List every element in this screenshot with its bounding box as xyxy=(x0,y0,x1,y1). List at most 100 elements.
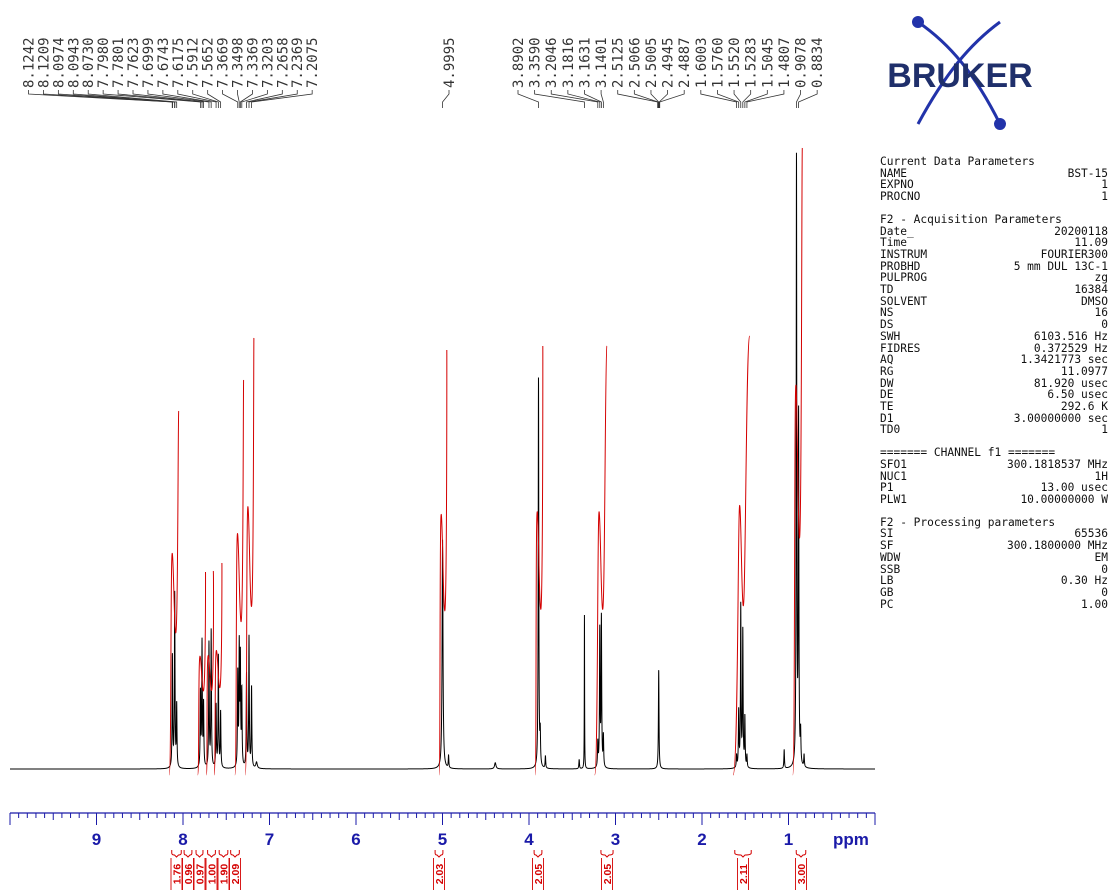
peak-label: 1.5045 xyxy=(760,37,776,88)
peak-label: 3.1816 xyxy=(561,37,577,88)
param-key: AQ xyxy=(880,353,894,367)
peak-leader-line xyxy=(650,90,660,108)
param-row: EXPNO 1 xyxy=(880,179,1108,191)
param-row: SFO1 300.1818537 MHz xyxy=(880,459,1108,471)
logo-dot-1 xyxy=(912,16,924,28)
peak-leader-line xyxy=(87,90,178,108)
param-row: PROCNO 1 xyxy=(880,191,1108,203)
integral-value-label: 1.76 xyxy=(172,864,184,885)
param-row: PC 1.00 xyxy=(880,598,1108,611)
param-value: 0.372529 Hz xyxy=(1033,341,1108,355)
param-key: TE xyxy=(880,400,894,414)
spectrum-trace xyxy=(10,152,875,770)
integral-curve xyxy=(438,349,448,776)
peak-label: 2.4887 xyxy=(677,37,693,88)
peak-leader-line xyxy=(584,90,602,108)
integral-curve xyxy=(732,335,751,776)
param-row: AQ 1.3421773 sec xyxy=(880,354,1108,366)
peak-label: 7.7980 xyxy=(96,37,112,88)
param-row: TD 16384 xyxy=(880,284,1108,296)
peak-leader-line xyxy=(237,90,240,108)
integral-bracket xyxy=(183,850,193,858)
param-key: EXPNO xyxy=(880,178,914,192)
param-value: 1 xyxy=(1101,423,1108,437)
peak-leader-line xyxy=(72,90,176,108)
peak-label: 3.8902 xyxy=(511,37,527,88)
integral-curve xyxy=(244,337,255,776)
integral-bracket xyxy=(207,850,216,858)
param-row: D1 3.00000000 sec xyxy=(880,413,1108,425)
param-value: BST-15 xyxy=(1067,166,1108,180)
current-params-list: NAME BST-15 EXPNO 1 PROCNO 1 xyxy=(880,166,1108,203)
bruker-logo: BRUKER xyxy=(887,16,1033,130)
integral-bracket xyxy=(434,850,444,858)
peak-label: 1.4807 xyxy=(777,37,793,88)
param-row: SWH 6103.516 Hz xyxy=(880,331,1108,343)
param-key: LB xyxy=(880,574,894,588)
param-row: DW 81.920 usec xyxy=(880,377,1108,390)
param-value: 11.09 xyxy=(1074,236,1108,250)
param-key: INSTRUM xyxy=(880,247,928,261)
peak-label-group: 8.12428.12098.09748.09438.07307.79807.78… xyxy=(22,37,827,88)
peak-leader-line xyxy=(132,90,204,108)
param-value: zg xyxy=(1094,271,1108,285)
param-key: DS xyxy=(880,318,894,332)
parameters-panel: Current Data Parameters NAME BST-15 EXPNO 1… xyxy=(880,156,1108,610)
param-value: 65536 xyxy=(1074,527,1108,541)
tick-label: 5 xyxy=(438,830,447,849)
param-value: 1 xyxy=(1101,178,1108,192)
peak-leader-line xyxy=(117,90,203,108)
param-key: NS xyxy=(880,306,894,320)
logo-wordmark: BRUKER xyxy=(887,57,1032,95)
peak-label: 7.2369 xyxy=(290,37,306,88)
tick-label: 9 xyxy=(92,830,101,849)
param-row: TD0 1 xyxy=(880,424,1108,436)
param-value: 20200118 xyxy=(1054,224,1108,238)
peak-label: 2.4945 xyxy=(661,37,677,88)
param-value: 1 xyxy=(1101,190,1108,204)
integral-value-label: 2.03 xyxy=(434,864,446,885)
axis-unit-label: ppm xyxy=(833,830,869,849)
peak-leader-line xyxy=(733,90,742,108)
param-value: 13.00 usec xyxy=(1040,481,1108,495)
peak-leader-line xyxy=(192,90,219,108)
integral-curves xyxy=(168,147,803,776)
peak-leader-line xyxy=(251,90,313,108)
param-row: NS 16 xyxy=(880,307,1108,319)
param-value: 1H xyxy=(1094,469,1108,483)
peak-leader-line xyxy=(600,90,604,108)
peak-leader-line xyxy=(147,90,210,108)
logo-orbit-2 xyxy=(916,20,1001,125)
integral-value-label: 0.96 xyxy=(183,864,195,885)
peak-label: 1.5520 xyxy=(727,37,743,88)
param-value: 0.30 Hz xyxy=(1060,574,1108,588)
param-key: D1 xyxy=(880,411,894,425)
peak-leader-line xyxy=(717,90,740,108)
peak-label: 3.1401 xyxy=(594,37,610,88)
param-value: 1.3421773 sec xyxy=(1020,353,1108,367)
peak-leader-line xyxy=(177,90,217,108)
acq-params-title: F2 - Acquisition Parameters xyxy=(880,212,1062,226)
peak-label: 7.6743 xyxy=(156,37,172,88)
integral-value-label: 3.00 xyxy=(796,864,808,885)
param-value: 0 xyxy=(1101,318,1108,332)
param-key: SF xyxy=(880,539,894,553)
param-row: NUC1 1H xyxy=(880,469,1108,483)
peak-label: 8.0974 xyxy=(51,37,67,88)
current-params-title: Current Data Parameters xyxy=(880,155,1035,168)
peak-leader-line xyxy=(43,90,173,108)
param-row: NAME BST-15 xyxy=(880,166,1108,180)
peak-leader-line xyxy=(798,90,818,108)
param-value: 11.0977 xyxy=(1060,364,1108,378)
tick-label: 8 xyxy=(178,830,187,849)
peak-leader-line xyxy=(659,90,685,108)
peak-leader-line xyxy=(222,90,239,108)
tick-label: 1 xyxy=(784,830,793,849)
peak-label: 0.9078 xyxy=(794,37,810,88)
param-row: PULPROG zg xyxy=(880,272,1108,284)
peak-leader-line xyxy=(744,90,768,108)
peak-label: 1.6003 xyxy=(694,37,710,88)
integral-curve xyxy=(234,379,245,776)
peak-label: 8.1242 xyxy=(22,37,38,88)
param-row: DE 6.50 usec xyxy=(880,389,1108,401)
